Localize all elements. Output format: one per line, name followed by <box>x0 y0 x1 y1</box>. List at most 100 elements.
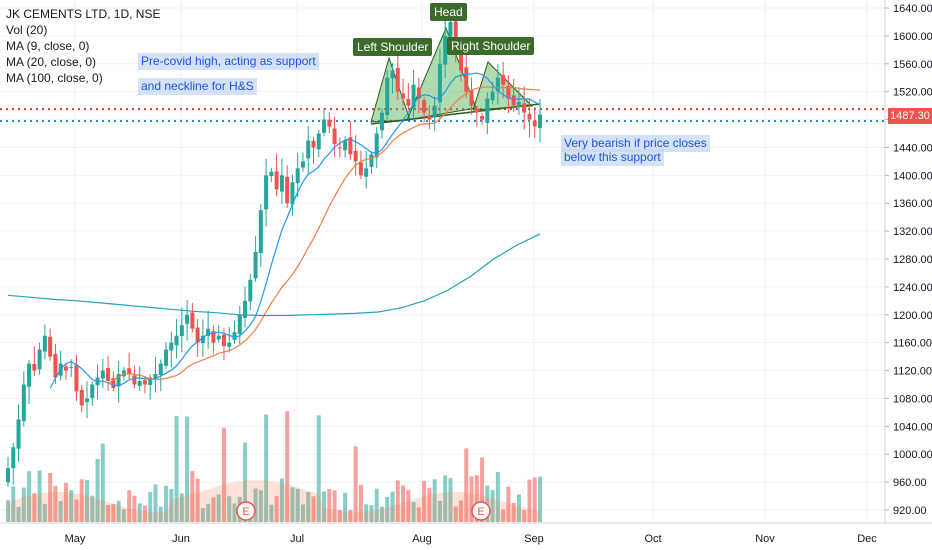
price-tick-label: 1520.00 <box>893 87 932 99</box>
volume-bar <box>316 415 321 522</box>
candle-body <box>227 342 232 347</box>
candle-body <box>185 314 190 324</box>
candle-body <box>111 378 116 388</box>
candle-body <box>395 68 400 92</box>
volume-bar <box>37 470 42 522</box>
volume-bar <box>95 458 100 522</box>
candle-body <box>16 419 21 449</box>
earnings-marker-label: E <box>477 506 484 518</box>
price-tick-label: 1280.00 <box>893 254 932 266</box>
candle-body <box>379 112 384 131</box>
candle-body <box>422 100 427 113</box>
last-price-tag: 1487.30 <box>888 108 932 124</box>
volume-bar <box>448 478 453 522</box>
candle-body <box>327 119 332 127</box>
candle-body <box>458 50 463 71</box>
price-tick-label: 1320.00 <box>893 226 932 238</box>
volume-bar <box>437 500 442 522</box>
ma20-line <box>107 86 541 385</box>
candle-body <box>311 140 316 148</box>
time-axis: May Jun Jul Aug Sep Oct Nov Dec <box>0 522 932 545</box>
candle-body <box>206 328 211 336</box>
candle-body <box>53 353 58 378</box>
volume-bar <box>74 499 79 522</box>
ma100-line <box>7 233 541 317</box>
volume-bar <box>116 500 121 522</box>
volume-bar <box>332 490 337 522</box>
price-tick-label: 1080.00 <box>893 393 932 405</box>
candle-body <box>527 113 532 120</box>
candle-body <box>142 380 147 385</box>
volume-bar <box>411 501 416 522</box>
volume-bar <box>327 489 332 522</box>
candle-body <box>411 84 416 108</box>
right-shoulder-label: Right Shoulder <box>447 37 535 55</box>
neckline <box>370 103 541 125</box>
support-note-line2: and neckline for H&S <box>138 78 257 95</box>
volume-bar <box>127 490 132 522</box>
candle-body <box>364 168 369 177</box>
volume-bar <box>58 501 63 522</box>
candle-body <box>132 375 137 385</box>
candle-body <box>37 349 42 370</box>
legend-symbol[interactable]: JK CEMENTS LTD, 1D, NSE <box>6 7 161 21</box>
volume-bar <box>48 472 53 522</box>
candle-body <box>211 331 216 343</box>
price-tick-label: 1240.00 <box>893 282 932 294</box>
volume-bar <box>527 479 532 522</box>
volume-bars <box>6 411 542 522</box>
volume-bar <box>21 487 26 522</box>
volume-bar <box>353 446 358 522</box>
volume-bar <box>11 486 16 522</box>
legend-ma100[interactable]: MA (100, close, 0) <box>6 71 103 85</box>
candle-body <box>100 370 105 379</box>
ma9-line <box>49 72 541 389</box>
volume-bar <box>153 484 158 522</box>
volume-bar <box>42 503 47 522</box>
legend-ma9[interactable]: MA (9, close, 0) <box>6 39 90 53</box>
price-tick-label: 1440.00 <box>893 142 932 154</box>
volume-bar <box>506 486 511 522</box>
volume-bar <box>253 488 258 522</box>
candle-body <box>322 119 327 133</box>
candle-body <box>21 384 26 422</box>
volume-bar <box>6 500 10 522</box>
price-tick-label: 1600.00 <box>893 31 932 43</box>
candle-body <box>485 98 490 123</box>
price-tick-label: 1120.00 <box>893 366 932 378</box>
legend-volume[interactable]: Vol (20) <box>6 23 48 37</box>
candle-body <box>153 374 158 379</box>
volume-bar <box>185 416 190 522</box>
candle-body <box>358 162 363 176</box>
candle-body <box>221 334 226 347</box>
volume-bar <box>474 475 479 522</box>
price-tick-label: 1400.00 <box>893 170 932 182</box>
volume-bar <box>290 487 295 522</box>
candle-body <box>243 300 248 318</box>
candle-body <box>427 115 432 120</box>
volume-bar <box>538 476 542 522</box>
volume-bar <box>285 411 290 522</box>
time-tick-label: Jul <box>290 533 304 545</box>
candle-body <box>385 77 390 116</box>
volume-bar <box>274 495 279 522</box>
candle-body <box>269 171 274 176</box>
time-tick-label: Sep <box>524 533 544 545</box>
volume-bar <box>216 494 221 522</box>
chart-legend: JK CEMENTS LTD, 1D, NSE Vol (20) MA (9, … <box>6 6 160 86</box>
candle-body <box>253 252 258 279</box>
price-tick-label: 1040.00 <box>893 421 932 433</box>
volume-bar <box>137 503 142 522</box>
candlesticks <box>6 7 542 487</box>
volume-bar <box>269 504 274 522</box>
volume-bar <box>53 485 58 522</box>
volume-bar <box>306 492 311 522</box>
candle-body <box>495 77 500 92</box>
candle-body <box>501 75 506 85</box>
legend-ma20[interactable]: MA (20, close, 0) <box>6 55 97 69</box>
time-tick-label: Nov <box>755 533 775 545</box>
volume-bar <box>401 485 406 522</box>
candle-body <box>216 335 221 340</box>
